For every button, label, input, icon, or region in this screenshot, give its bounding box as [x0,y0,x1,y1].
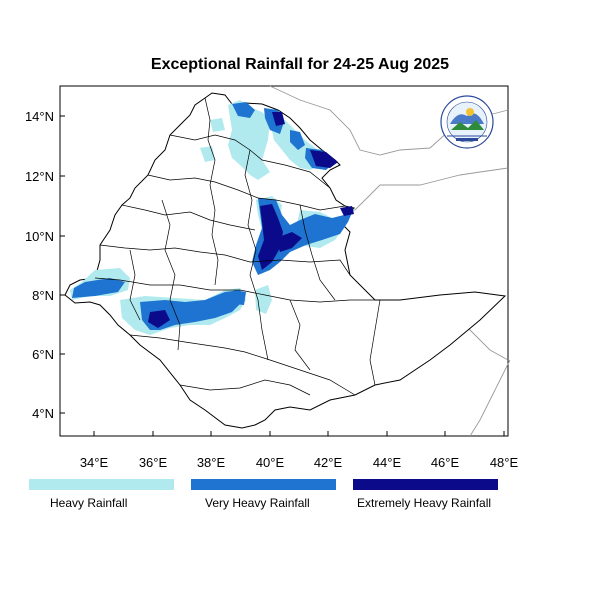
y-axis-ticks [60,115,65,414]
map-title: Exceptional Rainfall for 24-25 Aug 2025 [150,56,450,73]
legend-swatch-heavy [29,479,174,490]
x-axis-labels: 34°E 36°E 38°E 40°E 42°E 44°E 46°E 48°E [80,455,519,470]
legend-swatch-extreme [353,479,498,490]
x-tick-label: 36°E [139,455,168,470]
x-tick-label: 38°E [197,455,226,470]
y-tick-label: 12°N [25,169,54,184]
y-tick-label: 8°N [32,288,54,303]
admin-boundaries [94,97,381,396]
x-tick-label: 44°E [373,455,402,470]
y-tick-label: 6°N [32,347,54,362]
legend-label-very-heavy: Very Heavy Rainfall [205,496,310,510]
x-tick-label: 42°E [314,455,343,470]
meteorology-agency-logo-icon [440,95,494,149]
y-axis-labels: 14°N 12°N 10°N 8°N 6°N 4°N [25,109,54,421]
legend-label-heavy: Heavy Rainfall [50,496,128,510]
legend-label-extreme: Extremely Heavy Rainfall [357,496,492,510]
x-tick-label: 40°E [256,455,285,470]
x-axis-ticks [93,431,505,436]
extreme-rainfall-areas [148,112,354,328]
x-tick-label: 48°E [490,455,519,470]
x-tick-label: 46°E [431,455,460,470]
x-tick-label: 34°E [80,455,109,470]
y-tick-label: 14°N [25,109,54,124]
y-tick-label: 4°N [32,406,54,421]
y-tick-label: 10°N [25,229,54,244]
legend-swatch-very-heavy [191,479,336,490]
